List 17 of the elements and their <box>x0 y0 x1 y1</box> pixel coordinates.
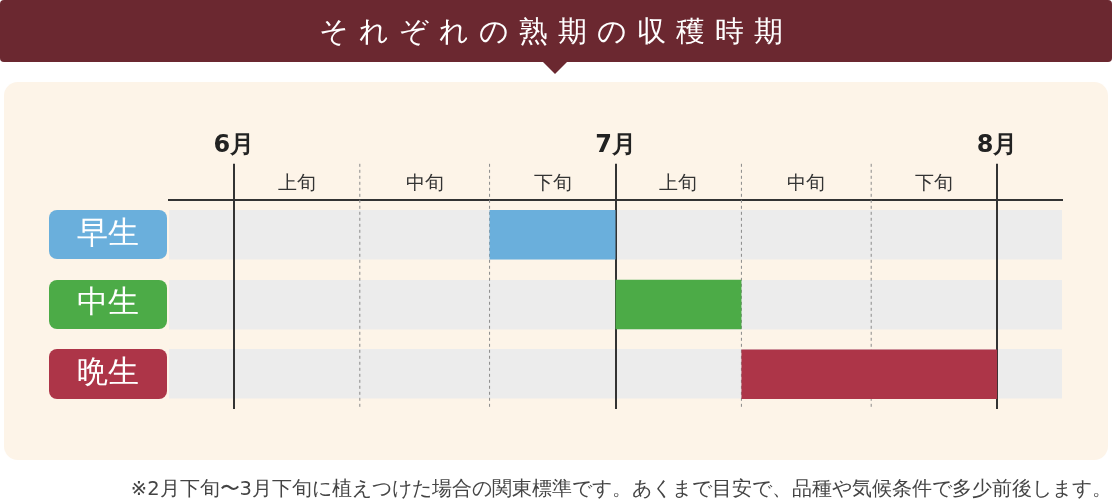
y-tick-label: 中生 <box>77 283 139 320</box>
chart-title: それぞれの熟期の収穫時期 <box>319 14 793 48</box>
annotation: 下旬 <box>915 170 954 193</box>
bar <box>741 349 998 399</box>
annotation: 中旬 <box>405 170 444 193</box>
bar <box>489 209 616 260</box>
annotation: 上旬 <box>659 170 698 193</box>
annotation: 中旬 <box>787 170 826 193</box>
annotation: 下旬 <box>533 170 572 193</box>
y-tick-label: 晩生 <box>77 353 139 390</box>
x-tick-label: 7月 <box>595 129 636 158</box>
text: ※2月下旬〜3月下旬に植えつけた場合の関東標準です。あくまで目安で、品種や気候条件で多少前後します。 <box>130 477 1112 500</box>
bar <box>615 279 742 330</box>
y-tick-label: 早生 <box>77 213 139 250</box>
x-tick-label: 8月 <box>976 129 1018 158</box>
annotation: 上旬 <box>277 170 316 193</box>
x-tick-label: 6月 <box>213 129 255 158</box>
